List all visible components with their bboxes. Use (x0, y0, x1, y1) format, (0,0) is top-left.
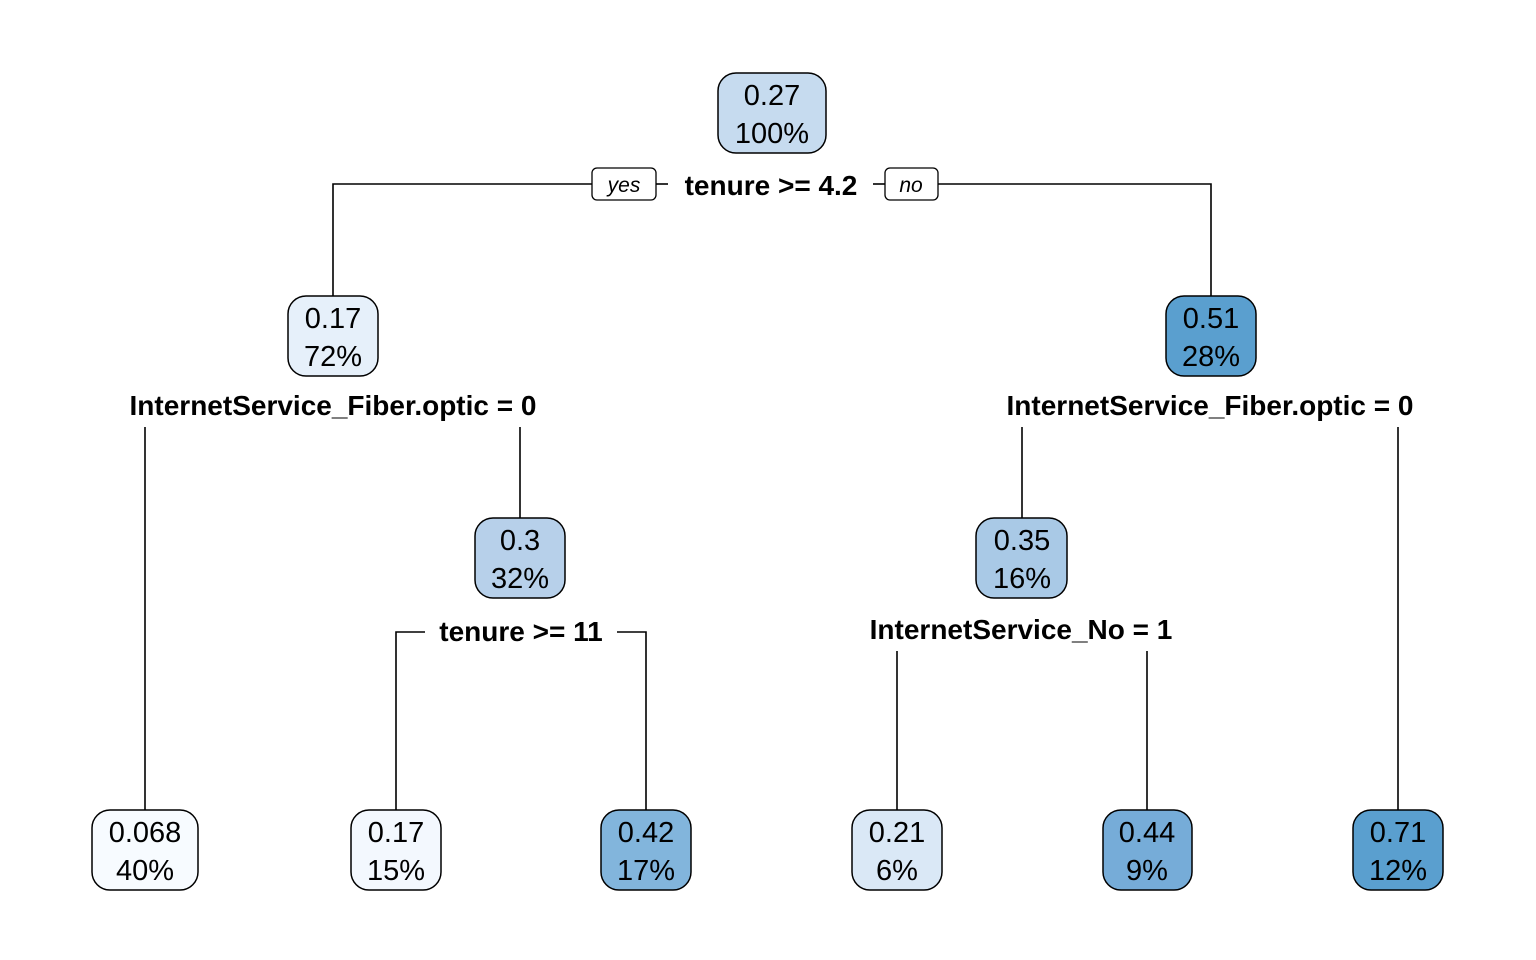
leaf-2-value: 0.17 (368, 817, 424, 849)
no-tag: no (884, 167, 939, 201)
node-n3-percent: 28% (1182, 341, 1240, 373)
leaf-3: 0.42 17% (600, 809, 692, 891)
leaf-3-box (600, 809, 692, 891)
node-n6-value: 0.35 (994, 525, 1050, 557)
leaf-3-percent: 17% (617, 855, 675, 887)
leaf-5-value: 0.44 (1119, 817, 1175, 849)
node-n5-value: 0.3 (500, 525, 540, 557)
leaf-2: 0.17 15% (350, 809, 442, 891)
leaf-2-percent: 15% (367, 855, 425, 887)
leaf-4-percent: 6% (876, 855, 918, 887)
node-n2-value: 0.17 (305, 303, 361, 335)
leaf-4: 0.21 6% (851, 809, 943, 891)
tree-edges (144, 183, 1399, 810)
leaf-3-value: 0.42 (618, 817, 674, 849)
leaf-1-percent: 40% (116, 855, 174, 887)
edge-n5-right (617, 631, 647, 810)
node-n3: 0.51 28% (1165, 295, 1257, 377)
leaf-1: 0.068 40% (91, 809, 199, 891)
leaf-6: 0.71 12% (1352, 809, 1444, 891)
node-root: 0.27 100% (717, 72, 827, 154)
node-root-percent: 100% (735, 118, 809, 150)
leaf-6-value: 0.71 (1370, 817, 1426, 849)
leaf-5-box (1102, 809, 1193, 891)
node-n5-box (474, 517, 566, 599)
leaf-1-box (91, 809, 199, 891)
node-root-value: 0.27 (744, 80, 800, 112)
node-n2: 0.17 72% (287, 295, 379, 377)
leaf-4-box (851, 809, 943, 891)
split-n3: InternetService_Fiber.optic = 0 (1007, 390, 1414, 421)
yes-label: yes (606, 174, 641, 197)
node-root-box (717, 72, 827, 154)
leaf-5-percent: 9% (1126, 855, 1168, 887)
leaf-6-percent: 12% (1369, 855, 1427, 887)
leaf-4-value: 0.21 (869, 817, 925, 849)
edge-n5-left (395, 631, 425, 810)
edge-root-left (332, 183, 592, 296)
node-n6: 0.35 16% (975, 517, 1068, 599)
yes-tag: yes (591, 167, 657, 201)
split-n5: tenure >= 11 (439, 616, 602, 647)
node-n6-box (975, 517, 1068, 599)
node-n5-percent: 32% (491, 563, 549, 595)
no-label: no (899, 174, 923, 197)
node-n6-percent: 16% (993, 563, 1051, 595)
node-n2-box (287, 295, 379, 377)
node-n5: 0.3 32% (474, 517, 566, 599)
node-n3-box (1165, 295, 1257, 377)
leaf-5: 0.44 9% (1102, 809, 1193, 891)
node-n2-percent: 72% (304, 341, 362, 373)
leaf-6-box (1352, 809, 1444, 891)
leaf-2-box (350, 809, 442, 891)
leaf-1-value: 0.068 (109, 817, 182, 849)
edge-root-right (938, 183, 1212, 296)
split-n2: InternetService_Fiber.optic = 0 (130, 390, 537, 421)
split-n6: InternetService_No = 1 (870, 614, 1173, 645)
node-n3-value: 0.51 (1183, 303, 1239, 335)
split-root: tenure >= 4.2 (685, 170, 858, 201)
